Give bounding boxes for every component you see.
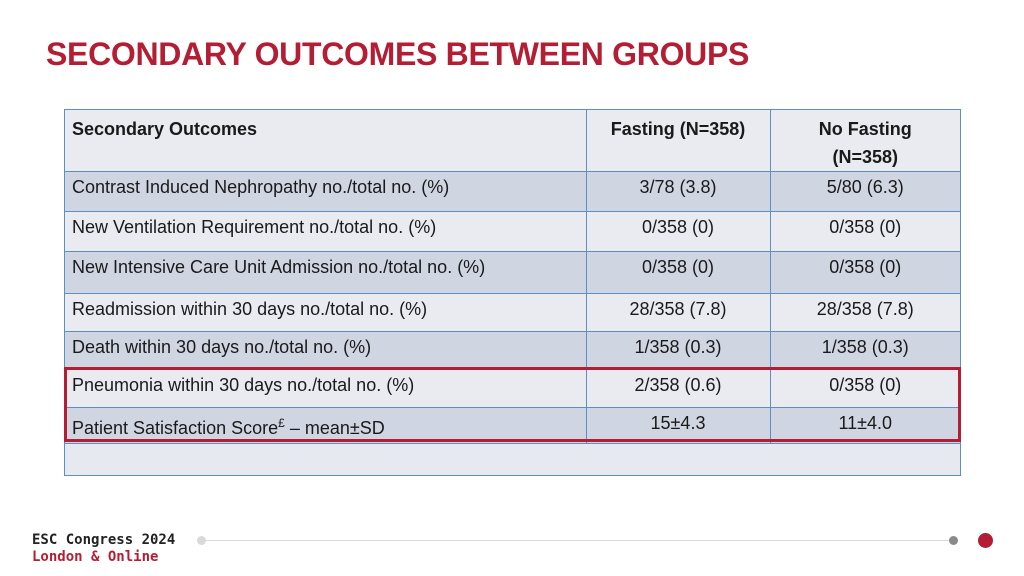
table-row: New Ventilation Requirement no./total no…	[65, 211, 960, 252]
row-label: Readmission within 30 days no./total no.…	[65, 293, 587, 332]
row-label: Patient Satisfaction Score£ – mean±SD	[65, 407, 587, 444]
row-no-fasting-value: 1/358 (0.3)	[769, 331, 960, 370]
logo-ampersand: &	[82, 549, 108, 565]
row-label: New Intensive Care Unit Admission no./to…	[65, 251, 587, 294]
logo-online: Online	[107, 549, 159, 565]
row-label-superscript: £	[278, 416, 285, 430]
table-row: Death within 30 days no./total no. (%) 1…	[65, 331, 960, 370]
row-label-suffix: – mean±SD	[284, 418, 385, 438]
row-no-fasting-value: 0/358 (0)	[769, 369, 960, 408]
row-label: New Ventilation Requirement no./total no…	[65, 211, 587, 252]
row-no-fasting-value: 5/80 (6.3)	[769, 171, 960, 212]
table-row: Patient Satisfaction Score£ – mean±SD 15…	[65, 407, 960, 444]
row-no-fasting-value: 0/358 (0)	[769, 211, 960, 252]
row-no-fasting-value: 28/358 (7.8)	[769, 293, 960, 332]
row-no-fasting-value: 0/358 (0)	[769, 251, 960, 294]
row-fasting-value: 28/358 (7.8)	[585, 293, 771, 332]
table-row: New Intensive Care Unit Admission no./to…	[65, 251, 960, 294]
header-secondary-outcomes: Secondary Outcomes	[65, 110, 587, 172]
outcomes-table-grid: Secondary Outcomes Fasting (N=358) No Fa…	[65, 110, 960, 444]
header-fasting: Fasting (N=358)	[585, 110, 771, 172]
footer-dot-gray	[949, 536, 958, 545]
row-fasting-value: 0/358 (0)	[585, 211, 771, 252]
table-row: Contrast Induced Nephropathy no./total n…	[65, 171, 960, 212]
row-fasting-value: 1/358 (0.3)	[585, 331, 771, 370]
row-fasting-value: 2/358 (0.6)	[585, 369, 771, 408]
table-header-row: Secondary Outcomes Fasting (N=358) No Fa…	[65, 110, 960, 172]
table-row: Readmission within 30 days no./total no.…	[65, 293, 960, 332]
header-no-fasting-line1: No Fasting	[818, 119, 912, 139]
row-label: Contrast Induced Nephropathy no./total n…	[65, 171, 587, 212]
header-no-fasting: No Fasting (N=358)	[769, 110, 960, 172]
logo-line-location: London & Online	[32, 549, 175, 566]
footer-dot-left	[197, 536, 206, 545]
row-label-main: Patient Satisfaction Score	[72, 418, 279, 438]
row-fasting-value: 15±4.3	[585, 407, 771, 444]
table-row: Pneumonia within 30 days no./total no. (…	[65, 369, 960, 408]
footer-divider-line	[204, 540, 950, 541]
page-title: SECONDARY OUTCOMES BETWEEN GROUPS	[46, 36, 750, 72]
row-fasting-value: 3/78 (3.8)	[585, 171, 771, 212]
esc-congress-logo: ESC Congress 2024 London & Online	[32, 532, 175, 566]
logo-london: London	[32, 549, 83, 565]
header-no-fasting-line2: (N=358)	[832, 147, 899, 167]
secondary-outcomes-table: Secondary Outcomes Fasting (N=358) No Fa…	[64, 109, 961, 476]
row-no-fasting-value: 11±4.0	[769, 407, 960, 444]
footer-dot-red	[978, 533, 993, 548]
logo-line-congress: ESC Congress 2024	[32, 532, 176, 548]
row-label: Death within 30 days no./total no. (%)	[65, 331, 587, 370]
row-label: Pneumonia within 30 days no./total no. (…	[65, 369, 587, 408]
row-fasting-value: 0/358 (0)	[585, 251, 771, 294]
